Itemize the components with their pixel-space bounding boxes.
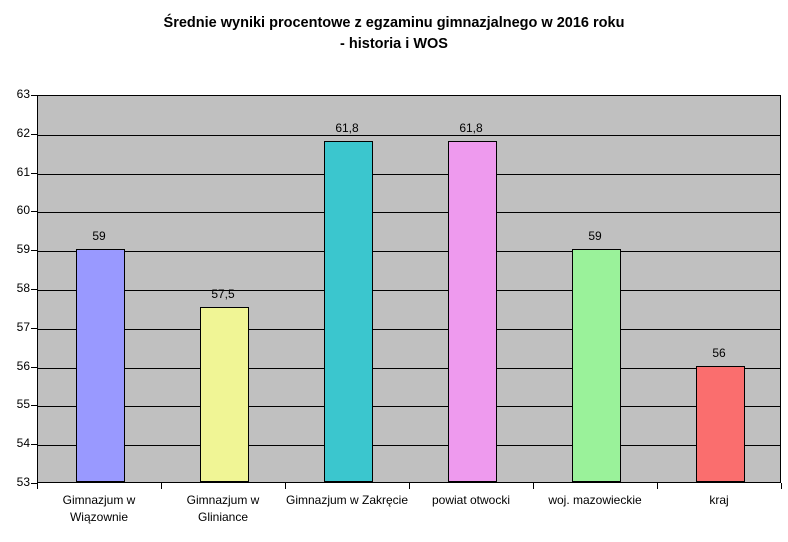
- x-axis-category-label: Gimnazjum w Wiązownie: [62, 493, 136, 524]
- chart-title: Średnie wyniki procentowe z egzaminu gim…: [0, 13, 788, 55]
- bar-value-label: 56: [712, 346, 726, 360]
- y-axis-tick-label: 55: [16, 397, 30, 411]
- x-axis-tick-mark: [657, 483, 658, 489]
- y-axis-tick-mark: [31, 328, 37, 329]
- x-axis-category-label: kraj: [709, 493, 729, 507]
- y-axis-tick-label: 58: [16, 281, 30, 295]
- x-axis-tick-mark: [37, 483, 38, 489]
- gridline: [38, 406, 780, 407]
- bar-2: [200, 307, 249, 482]
- gridline: [38, 212, 780, 213]
- x-axis-tick-mark: [409, 483, 410, 489]
- y-axis-tick-mark: [31, 444, 37, 445]
- y-axis-tick-label: 56: [16, 359, 30, 373]
- x-axis-category-label: Gimnazjum w Zakręcie: [285, 493, 409, 507]
- x-axis-tick-mark: [533, 483, 534, 489]
- plot-area: [37, 95, 781, 483]
- chart-title-line1: Średnie wyniki procentowe z egzaminu gim…: [163, 15, 625, 31]
- y-axis-tick-mark: [31, 95, 37, 96]
- y-axis-tick-mark: [31, 250, 37, 251]
- y-axis-tick-mark: [31, 134, 37, 135]
- bar-value-label: 57,5: [211, 287, 235, 301]
- bar-value-label: 61,8: [459, 121, 483, 135]
- bar-value-label: 59: [588, 229, 602, 243]
- bar-1: [76, 249, 125, 482]
- y-axis-tick-label: 57: [16, 320, 30, 334]
- gridline: [38, 174, 780, 175]
- y-axis-tick-mark: [31, 405, 37, 406]
- y-axis-tick-mark: [31, 173, 37, 174]
- chart-title-line2: - historia i WOS: [340, 36, 448, 52]
- y-axis-tick-label: 54: [16, 436, 30, 450]
- bar-value-label: 59: [92, 229, 106, 243]
- x-axis-tick-mark: [285, 483, 286, 489]
- gridline: [38, 251, 780, 252]
- y-axis-tick-label: 62: [16, 126, 30, 140]
- gridline: [38, 290, 780, 291]
- bar-value-label: 61,8: [335, 121, 359, 135]
- y-axis-tick-mark: [31, 367, 37, 368]
- y-axis-tick-label: 59: [16, 242, 30, 256]
- y-axis-tick-label: 63: [16, 87, 30, 101]
- y-axis-tick-label: 53: [16, 475, 30, 489]
- x-axis-category-label: powiat otwocki: [431, 493, 511, 507]
- gridline: [38, 329, 780, 330]
- x-axis-tick-mark: [161, 483, 162, 489]
- bar-3: [324, 141, 373, 482]
- x-axis-tick-mark: [781, 483, 782, 489]
- gridline: [38, 445, 780, 446]
- y-axis-tick-label: 61: [16, 165, 30, 179]
- x-axis-category-label: woj. mazowieckie: [548, 493, 642, 507]
- y-axis-tick-mark: [31, 289, 37, 290]
- gridline: [38, 135, 780, 136]
- bar-6: [696, 366, 745, 482]
- gridline: [38, 368, 780, 369]
- y-axis-tick-label: 60: [16, 203, 30, 217]
- bar-4: [448, 141, 497, 482]
- bar-5: [572, 249, 621, 482]
- y-axis-tick-mark: [31, 211, 37, 212]
- x-axis-category-label: Gimnazjum w Gliniance: [186, 493, 260, 524]
- y-axis-tick-mark: [31, 483, 37, 484]
